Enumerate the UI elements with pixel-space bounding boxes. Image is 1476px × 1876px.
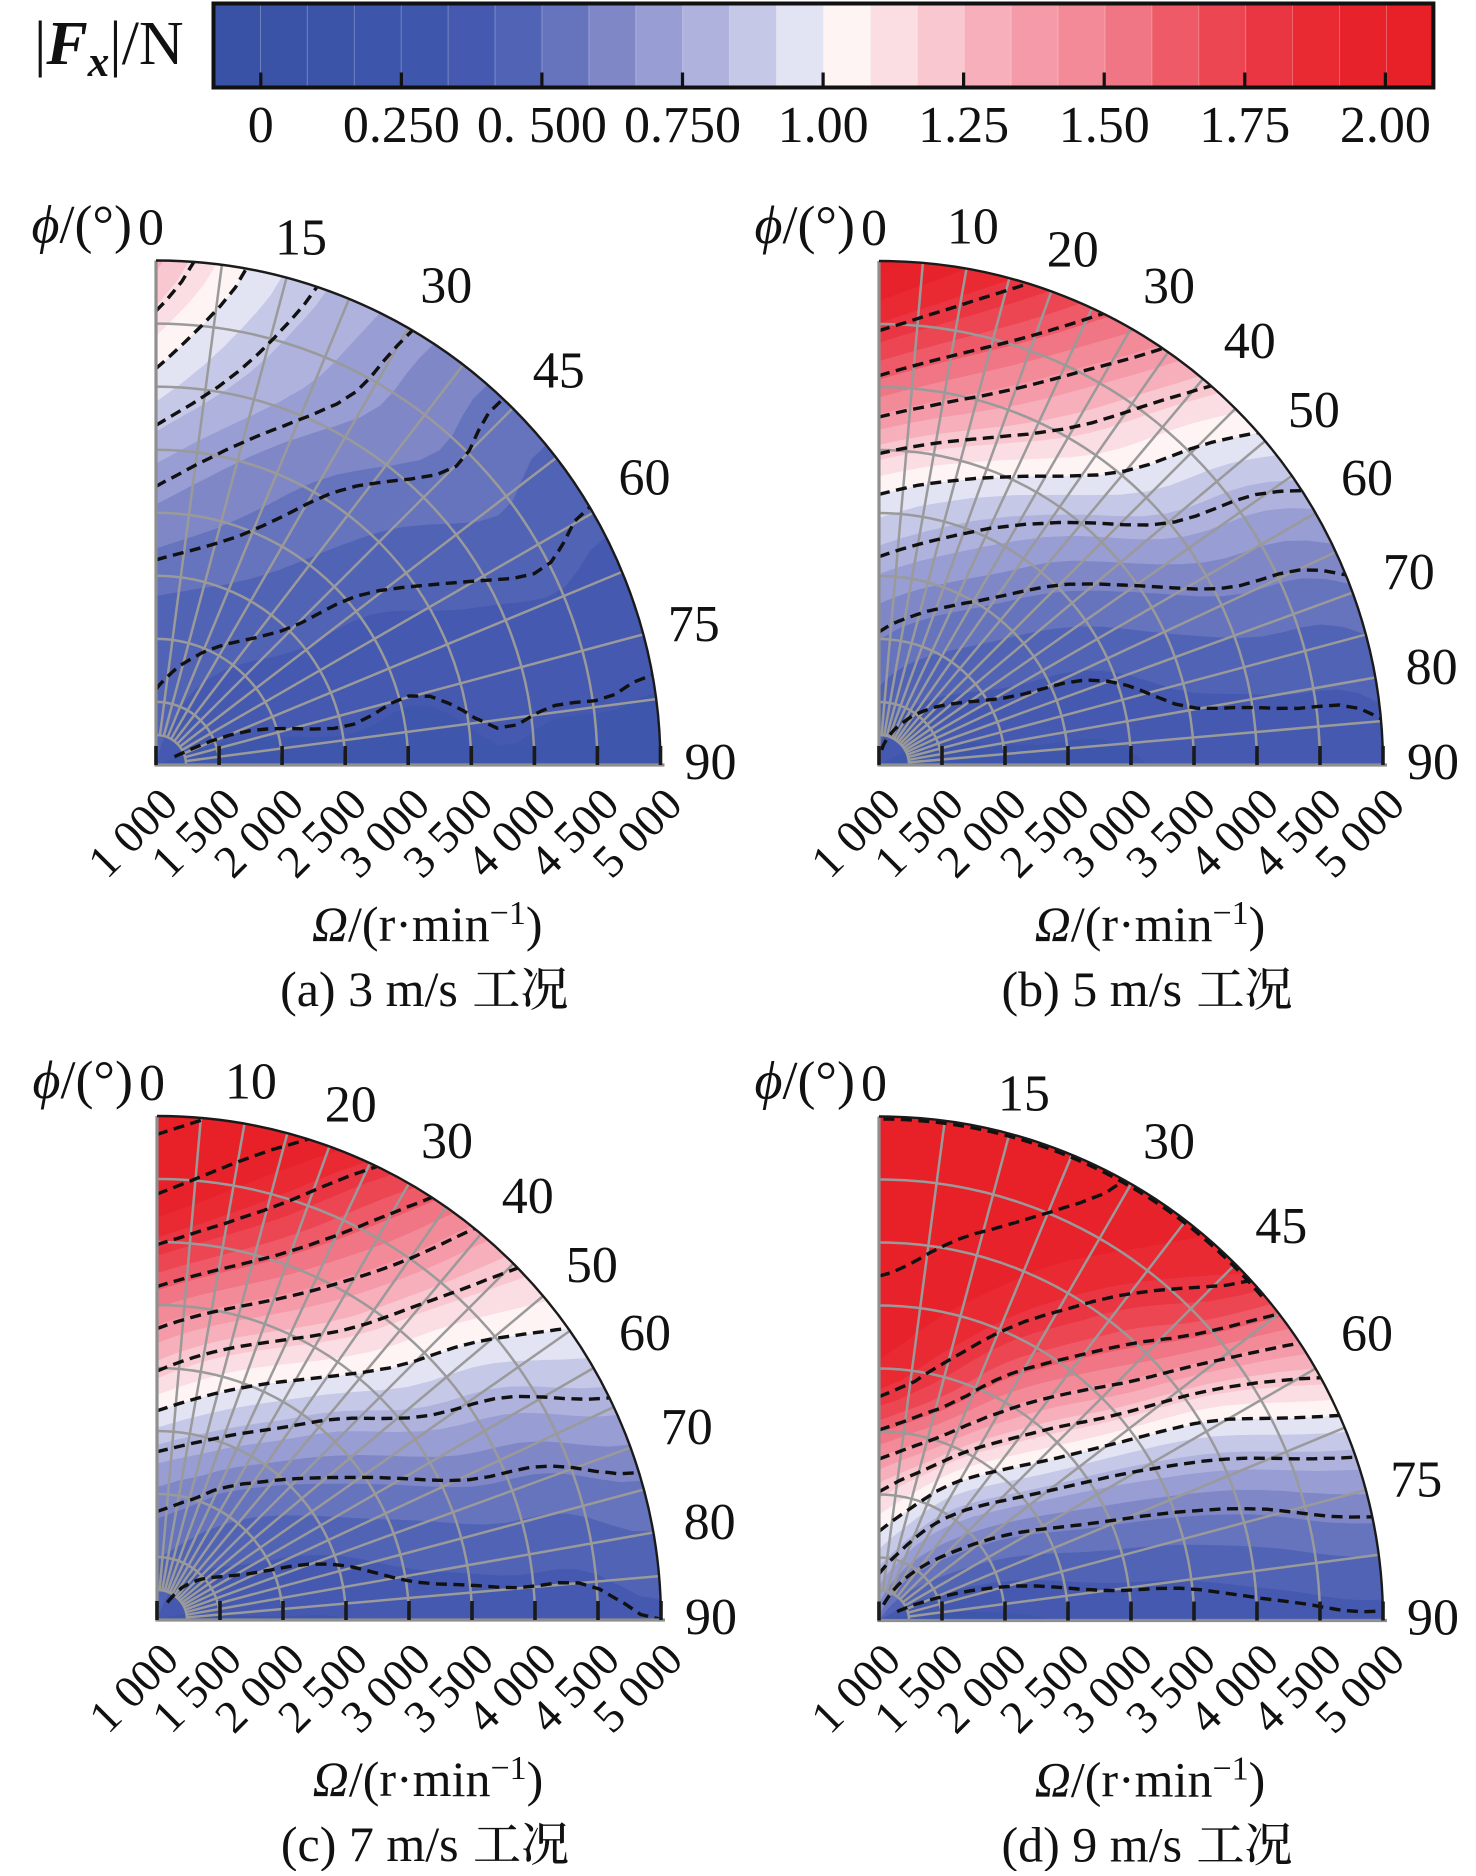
svg-text:0: 0 [861,200,887,257]
svg-text:90: 90 [1407,734,1459,791]
svg-text:(d) 9 m/s: (d) 9 m/s [1002,1817,1183,1872]
svg-text:30: 30 [1143,258,1195,315]
svg-text:1.00: 1.00 [778,97,869,154]
svg-text:60: 60 [619,1305,671,1362]
svg-text:50: 50 [566,1237,618,1294]
svg-text:30: 30 [1143,1114,1195,1171]
svg-text:0.250: 0.250 [343,97,460,154]
svg-text:(b) 5 m/s: (b) 5 m/s [1002,961,1183,1017]
svg-text:50: 50 [1288,382,1340,439]
svg-text:10: 10 [947,198,999,255]
svg-text:10: 10 [225,1053,277,1110]
svg-text:90: 90 [685,734,737,791]
svg-text:1.50: 1.50 [1059,97,1150,154]
svg-text:1.75: 1.75 [1199,97,1290,154]
svg-text:(a) 3 m/s: (a) 3 m/s [280,961,458,1017]
svg-text:60: 60 [1341,1306,1393,1363]
svg-text:80: 80 [684,1494,736,1551]
svg-text:75: 75 [668,596,720,653]
svg-text:ϕ/(°): ϕ/(°) [754,1051,855,1111]
svg-text:ϕ/(°): ϕ/(°) [754,195,855,255]
svg-text:90: 90 [685,1589,737,1646]
svg-text:0. 500: 0. 500 [477,97,607,154]
svg-text:60: 60 [1341,450,1393,507]
svg-text:45: 45 [533,342,585,399]
svg-text:70: 70 [1383,544,1435,601]
svg-text:90: 90 [1407,1590,1459,1647]
svg-text:30: 30 [421,1113,473,1170]
svg-text:|Fx|/N: |Fx|/N [34,10,184,86]
svg-text:40: 40 [502,1168,554,1225]
svg-text:60: 60 [619,450,671,507]
svg-text:0: 0 [139,1055,165,1112]
svg-text:1.25: 1.25 [918,97,1009,154]
svg-text:70: 70 [661,1399,713,1456]
svg-text:ϕ/(°): ϕ/(°) [32,1050,133,1110]
svg-text:0: 0 [138,200,164,257]
svg-text:45: 45 [1255,1198,1307,1255]
svg-text:0.750: 0.750 [624,97,741,154]
svg-text:20: 20 [1047,221,1099,278]
svg-text:(c) 7 m/s: (c) 7 m/s [281,1816,459,1871]
svg-text:75: 75 [1390,1452,1442,1509]
svg-text:15: 15 [998,1065,1050,1122]
svg-text:2.00: 2.00 [1340,97,1431,154]
svg-text:20: 20 [325,1076,377,1133]
svg-text:30: 30 [420,258,472,315]
svg-text:80: 80 [1406,639,1458,696]
svg-text:ϕ/(°): ϕ/(°) [31,195,132,255]
svg-text:0: 0 [861,1056,887,1113]
svg-text:15: 15 [275,209,327,266]
svg-text:40: 40 [1224,313,1276,370]
svg-text:0: 0 [248,97,274,154]
